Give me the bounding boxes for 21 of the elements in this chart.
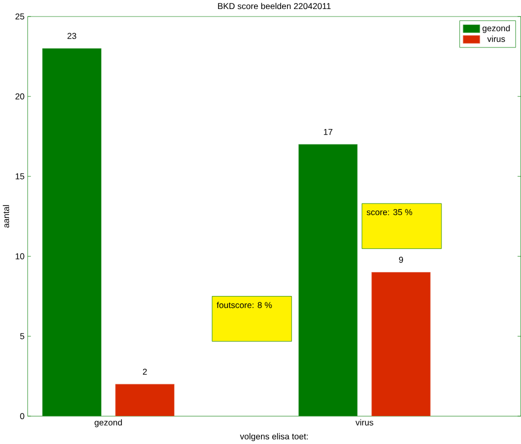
bar (371, 272, 431, 416)
y-tick-label: 10 (16, 253, 24, 260)
data-label: 9 (399, 256, 403, 263)
bar (298, 144, 358, 416)
y-tick-label: 20 (16, 93, 24, 100)
annotation: foutscore: 8 % (216, 302, 272, 308)
data-label: 23 (68, 32, 76, 39)
legend-label: gezond (482, 24, 510, 33)
y-tick-label: 25 (16, 13, 24, 20)
bar (42, 48, 102, 416)
x-axis-title: volgens elisa toet: (240, 433, 308, 442)
legend-label: virus (487, 36, 505, 42)
chart-title: BKD score beelden 22042011 (218, 2, 331, 10)
data-label: 2 (142, 368, 147, 375)
y-tick-label: 15 (16, 173, 24, 180)
y-tick-label: 0 (20, 413, 24, 420)
data-label: 17 (324, 129, 332, 135)
y-axis-title: aantal (2, 205, 10, 228)
y-tick-label: 5 (20, 333, 24, 340)
annotation: score: 35 % (366, 209, 412, 216)
bar (115, 384, 174, 416)
